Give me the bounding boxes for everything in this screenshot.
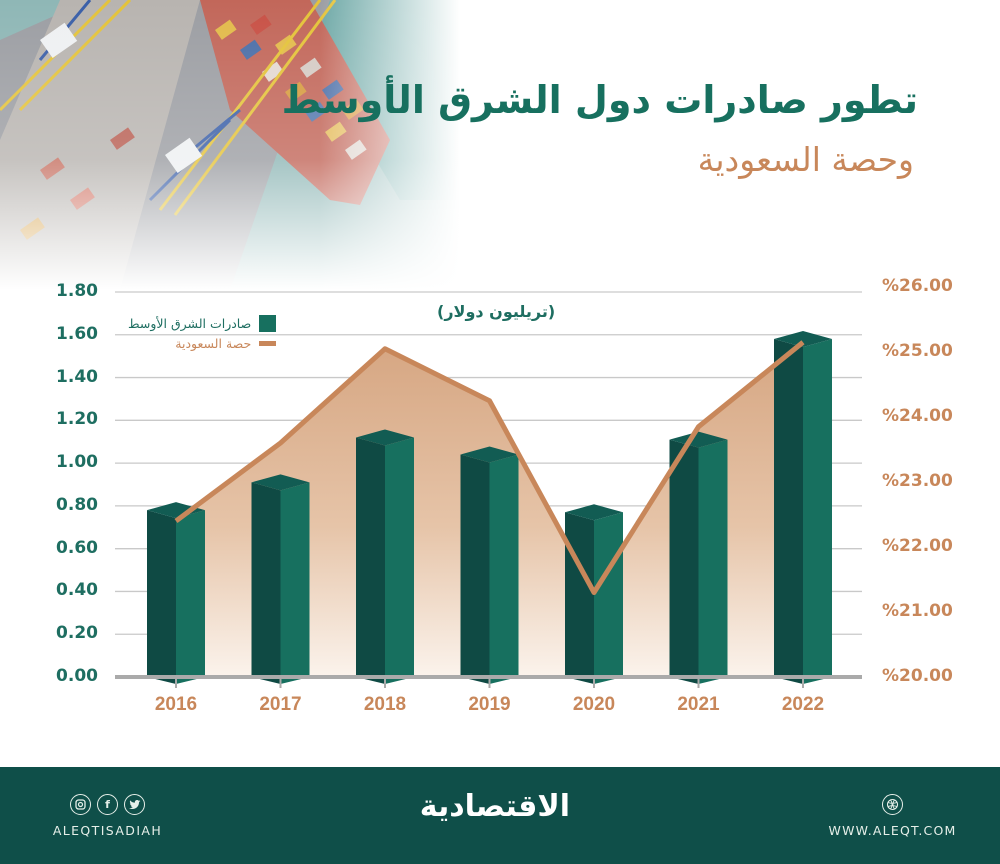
instagram-icon[interactable] bbox=[70, 794, 91, 815]
legend-item-saudi-share: حصة السعودية bbox=[128, 333, 277, 353]
unit-label: (تريليون دولار) bbox=[437, 302, 556, 321]
social-icons: f bbox=[50, 794, 165, 815]
right-tick-label: %23.00 bbox=[882, 471, 953, 491]
x-tick-label: 2020 bbox=[572, 694, 616, 715]
chart-plot bbox=[115, 291, 862, 688]
x-tick-label: 2017 bbox=[259, 694, 302, 715]
left-tick-label: 1.40 bbox=[56, 366, 98, 387]
legend-swatch-bar bbox=[259, 314, 277, 332]
bar-2017 bbox=[251, 474, 310, 684]
right-tick-label: %25.00 bbox=[882, 341, 953, 361]
social-handle[interactable]: ALEQTISADIAH bbox=[52, 823, 163, 838]
website-link[interactable]: WWW.ALEQT.COM bbox=[828, 823, 957, 838]
x-tick-label: 2019 bbox=[468, 694, 511, 715]
website-block: WWW.ALEQT.COM bbox=[820, 794, 965, 838]
bar-2019 bbox=[460, 446, 519, 684]
right-tick-label: %24.00 bbox=[882, 406, 953, 426]
right-tick-label: %26.00 bbox=[882, 276, 953, 296]
bar-2016 bbox=[147, 502, 205, 684]
legend: صادرات الشرق الأوسط حصة السعودية bbox=[128, 313, 277, 353]
bar-2021 bbox=[669, 431, 728, 684]
x-tick-marks bbox=[175, 679, 804, 688]
x-tick-label: 2022 bbox=[781, 694, 825, 715]
legend-label: صادرات الشرق الأوسط bbox=[128, 315, 252, 331]
right-tick-label: %22.00 bbox=[882, 536, 953, 556]
left-tick-label: 0.40 bbox=[56, 580, 98, 601]
right-tick-label: %20.00 bbox=[882, 666, 953, 686]
footer: f ALEQTISADIAH الاقتصادية WWW.ALEQT.COM bbox=[0, 767, 1000, 864]
x-tick-label: 2016 bbox=[154, 694, 198, 715]
bar-series bbox=[147, 331, 832, 684]
legend-swatch-line bbox=[259, 340, 277, 346]
left-tick-label: 1.60 bbox=[56, 323, 98, 344]
bar-2022 bbox=[774, 331, 832, 684]
left-tick-label: 1.00 bbox=[56, 452, 98, 473]
saudi-share-line bbox=[174, 340, 805, 595]
left-tick-label: 0.00 bbox=[56, 666, 98, 686]
x-tick-label: 2018 bbox=[363, 694, 407, 715]
page-subtitle: وحصة السعودية bbox=[697, 140, 914, 179]
right-tick-label: %21.00 bbox=[882, 601, 953, 621]
legend-label: حصة السعودية bbox=[175, 335, 252, 351]
hero-photo bbox=[0, 0, 1000, 290]
twitter-icon[interactable] bbox=[124, 794, 145, 815]
social-block: f ALEQTISADIAH bbox=[50, 794, 165, 838]
x-tick-label: 2021 bbox=[677, 694, 720, 715]
legend-item-exports: صادرات الشرق الأوسط bbox=[128, 313, 277, 333]
left-tick-label: 0.60 bbox=[56, 537, 98, 558]
left-tick-label: 0.80 bbox=[56, 494, 98, 515]
page-title: تطور صادرات دول الشرق الأوسط bbox=[281, 78, 919, 122]
chart-area: 1.80 1.60 1.40 1.20 1.00 0.80 0.60 0.40 0.20 0.00… bbox=[56, 276, 953, 715]
bar-2018 bbox=[356, 429, 414, 684]
port-illustration bbox=[0, 0, 1000, 290]
left-tick-label: 0.20 bbox=[56, 623, 98, 644]
brand-logo: الاقتصادية bbox=[419, 789, 570, 824]
globe-icon[interactable] bbox=[882, 794, 903, 815]
facebook-icon[interactable]: f bbox=[97, 794, 118, 815]
left-tick-label: 1.80 bbox=[56, 281, 98, 301]
left-tick-label: 1.20 bbox=[56, 409, 98, 430]
